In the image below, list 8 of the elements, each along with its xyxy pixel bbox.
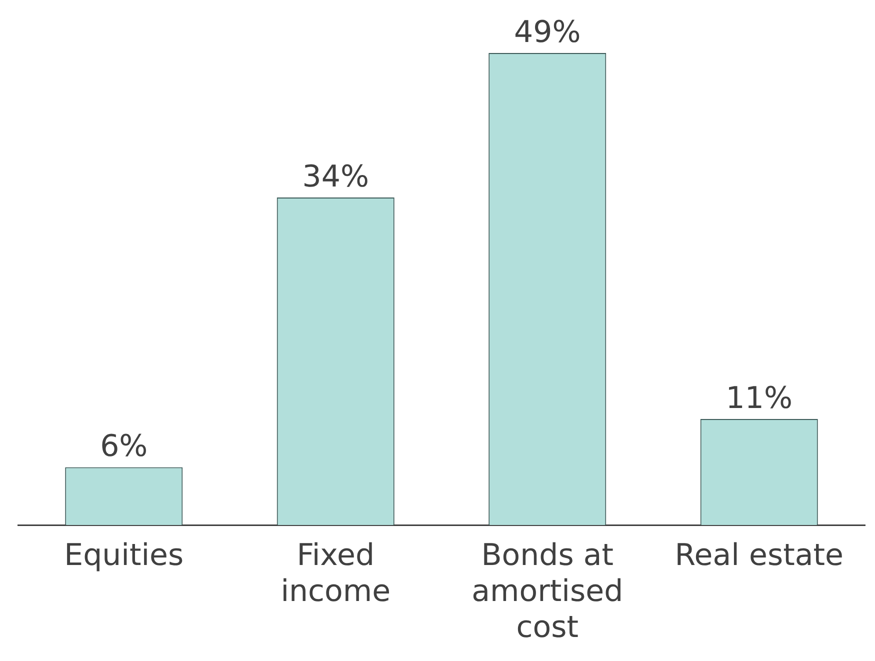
data-label: 11% [726, 380, 792, 416]
data-label: 6% [100, 429, 148, 464]
data-label: 49% [514, 14, 581, 50]
x-tick-label: Fixed income [280, 538, 391, 609]
x-tick-label: Bonds at amortised cost [472, 538, 624, 645]
data-label: 34% [302, 159, 369, 194]
x-tick-label: Real estate [674, 538, 844, 573]
x-tick-label: Equities [64, 538, 184, 573]
